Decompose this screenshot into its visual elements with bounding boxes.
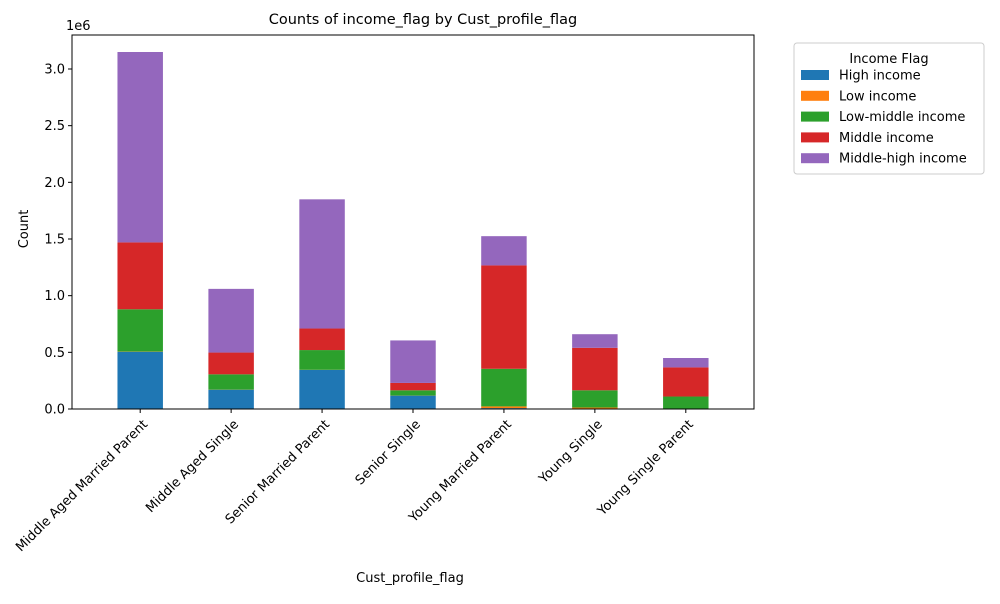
- y-axis-offset-label: 1e6: [66, 19, 91, 34]
- bar-segment-high-income: [390, 396, 435, 409]
- legend-swatch: [801, 153, 829, 163]
- bar-segment-middle-high-income: [390, 340, 435, 383]
- bar-segment-low-middle-income: [390, 390, 435, 395]
- y-tick-label: 3.0: [44, 63, 65, 78]
- bar-segment-middle-high-income: [208, 289, 253, 353]
- legend-item-label: Middle income: [839, 131, 934, 146]
- bar-segment-high-income: [117, 352, 162, 409]
- bar-segment-high-income: [208, 390, 253, 409]
- bar-segment-middle-income: [117, 242, 162, 309]
- legend-swatch: [801, 112, 829, 122]
- bar-segment-middle-high-income: [572, 334, 617, 348]
- bar-segment-low-middle-income: [117, 309, 162, 351]
- legend-item-label: Middle-high income: [839, 152, 967, 167]
- bar-segment-low-middle-income: [663, 397, 708, 409]
- bar-segment-low-middle-income: [208, 374, 253, 389]
- legend-title: Income Flag: [849, 52, 928, 67]
- bar-segment-middle-income: [572, 348, 617, 391]
- bar-segment-middle-income: [390, 383, 435, 390]
- x-tick-label: Middle Aged Married Parent: [13, 417, 151, 555]
- x-tick-label: Senior Single: [353, 417, 424, 488]
- x-tick-label: Senior Married Parent: [223, 417, 333, 527]
- legend-swatch: [801, 91, 829, 101]
- bar-segment-middle-income: [299, 329, 344, 351]
- y-axis-label: Count: [17, 210, 32, 249]
- bar-segment-high-income: [299, 370, 344, 409]
- bar-segment-low-middle-income: [481, 369, 526, 407]
- legend-swatch: [801, 70, 829, 80]
- bar-segment-low-income: [481, 406, 526, 408]
- x-tick-label: Young Single Parent: [594, 417, 696, 519]
- x-tick-label: Young Single: [536, 417, 606, 487]
- bar-segment-middle-high-income: [299, 199, 344, 328]
- legend: Income Flag High income Low income Low-mid…: [794, 43, 984, 174]
- y-tick-label: 1.0: [44, 289, 65, 304]
- chart-title: Counts of income_flag by Cust_profile_fl…: [269, 12, 577, 28]
- bar-segment-low-income: [572, 408, 617, 409]
- bar-segment-middle-high-income: [663, 358, 708, 367]
- legend-swatch: [801, 132, 829, 142]
- x-axis-label: Cust_profile_flag: [356, 571, 464, 586]
- y-tick-label: 0.5: [44, 346, 65, 361]
- y-tick-label: 0.0: [44, 403, 65, 418]
- legend-item-label: High income: [839, 69, 921, 84]
- bar-segment-middle-income: [208, 353, 253, 375]
- x-tick-label: Young Married Parent: [406, 417, 515, 526]
- bar-segment-middle-high-income: [117, 52, 162, 242]
- bar-segment-low-middle-income: [299, 350, 344, 370]
- bar-segment-middle-income: [663, 367, 708, 396]
- bar-segment-middle-high-income: [481, 236, 526, 265]
- legend-item-label: Low-middle income: [839, 110, 965, 125]
- y-tick-label: 2.0: [44, 176, 65, 191]
- y-tick-label: 1.5: [44, 233, 65, 248]
- bars-layer: [117, 52, 708, 409]
- legend-item-label: Low income: [839, 89, 916, 104]
- y-tick-label: 2.5: [44, 119, 65, 134]
- x-tick-label: Middle Aged Single: [143, 417, 242, 516]
- bar-segment-low-middle-income: [572, 390, 617, 407]
- bar-segment-middle-income: [481, 265, 526, 368]
